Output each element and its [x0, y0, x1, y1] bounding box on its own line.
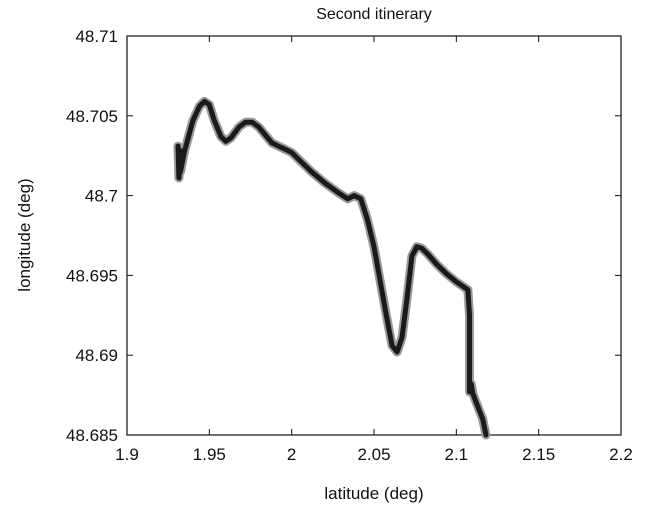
x-tick-label: 1.9 — [115, 445, 139, 464]
x-tick-label: 2.05 — [357, 445, 390, 464]
y-tick-label: 48.695 — [66, 266, 118, 285]
x-axis-ticks: 1.9 1.95 2 2.05 2.1 2.15 2.2 — [115, 36, 633, 464]
x-tick-label: 2.1 — [445, 445, 469, 464]
x-tick-label: 2.15 — [522, 445, 555, 464]
y-tick-label: 48.69 — [75, 346, 118, 365]
y-tick-label: 48.7 — [85, 187, 118, 206]
x-axis-title: latitude (deg) — [324, 484, 423, 503]
y-tick-label: 48.705 — [66, 107, 118, 126]
y-tick-label: 48.71 — [75, 27, 118, 46]
x-tick-label: 1.95 — [193, 445, 226, 464]
y-axis-title: longitude (deg) — [15, 178, 34, 291]
y-tick-label: 48.685 — [66, 426, 118, 445]
series-line — [175, 98, 489, 438]
y-axis-ticks: 48.685 48.69 48.695 48.7 48.705 48.71 — [66, 27, 621, 445]
series-group — [173, 96, 491, 440]
chart-title: Second itinerary — [316, 6, 432, 23]
x-tick-label: 2.2 — [609, 445, 633, 464]
x-tick-label: 2 — [287, 445, 296, 464]
